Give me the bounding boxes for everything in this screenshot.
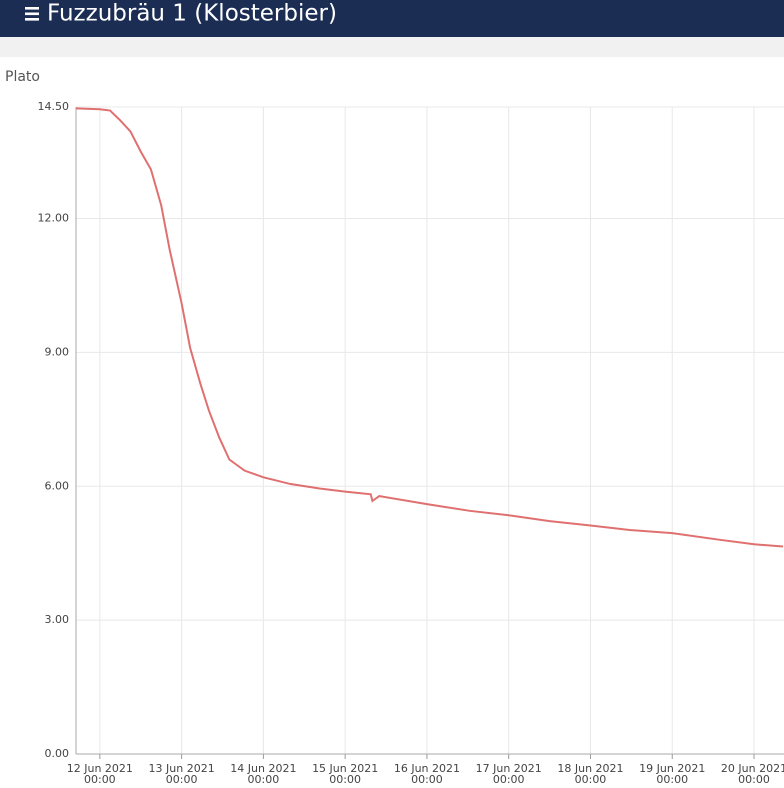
page-title: Fuzzubräu 1 (Klosterbier)	[47, 1, 337, 27]
toolbar-strip	[0, 37, 784, 57]
x-tick-label: 19 Jun 2021 00:00	[639, 762, 705, 786]
menu-icon[interactable]	[25, 7, 39, 21]
header-bar	[0, 0, 784, 37]
y-tick-label: 12.00	[38, 212, 70, 225]
x-tick-label: 15 Jun 2021 00:00	[312, 762, 378, 786]
x-tick-label: 14 Jun 2021 00:00	[230, 762, 296, 786]
data-line	[76, 107, 784, 548]
y-tick-label: 14.50	[38, 100, 70, 113]
y-tick-label: 3.00	[45, 613, 70, 626]
x-tick-label: 13 Jun 2021 00:00	[149, 762, 215, 786]
x-tick-label: 16 Jun 2021 00:00	[394, 762, 460, 786]
x-tick-label: 12 Jun 2021 00:00	[67, 762, 133, 786]
x-tick-label: 18 Jun 2021 00:00	[557, 762, 623, 786]
y-axis-label: Plato	[5, 69, 40, 85]
x-tick-label: 20 Jun 2021 00:00	[721, 762, 784, 786]
x-tick-label: 17 Jun 2021 00:00	[476, 762, 542, 786]
y-tick-label: 9.00	[45, 345, 70, 358]
y-tick-label: 6.00	[45, 479, 70, 492]
y-tick-label: 0.00	[45, 747, 70, 760]
